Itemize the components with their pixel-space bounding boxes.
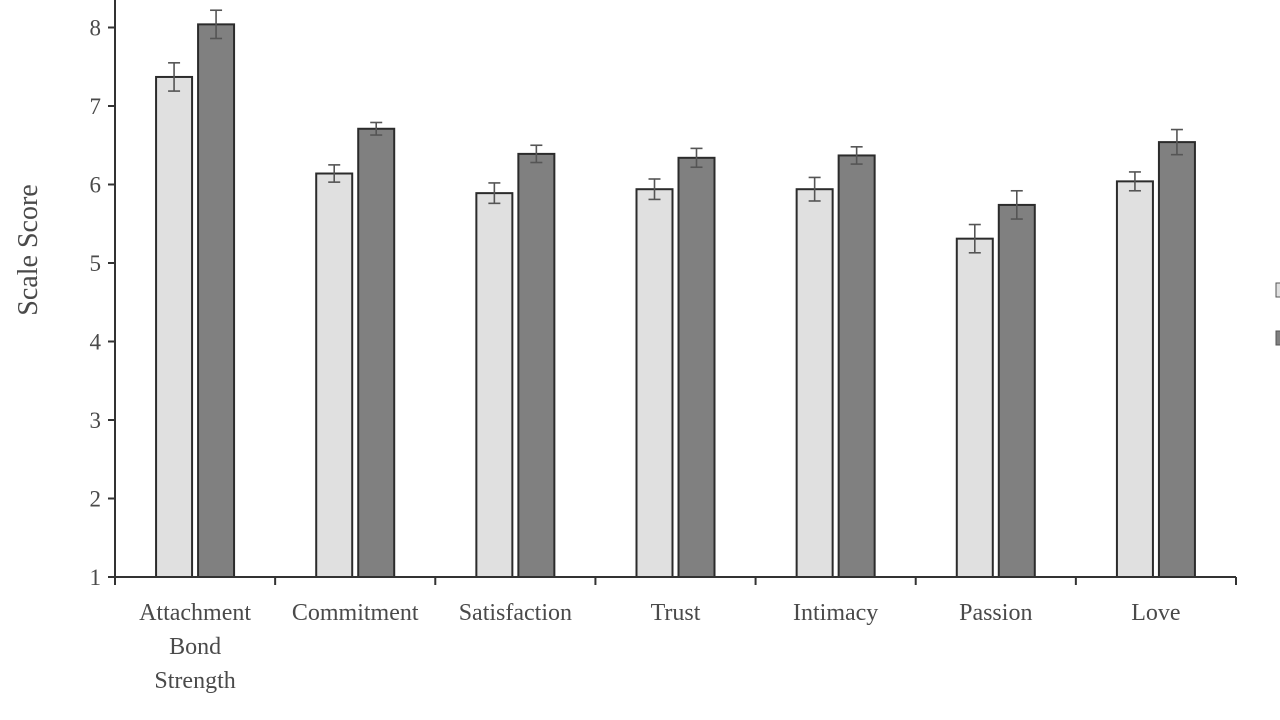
x-axis-labels: Attachment Bond Strength Commitment Satisfac… — [139, 600, 1180, 694]
error-bar-s2-c3 — [530, 144, 543, 164]
error-bar-s2-c2 — [370, 121, 383, 136]
bar-s2-c1 — [197, 23, 236, 579]
bar-s1-c6 — [955, 237, 994, 578]
bar-s1-c1 — [155, 75, 194, 579]
y-tick-label-5: 5 — [90, 251, 102, 276]
bar-s2-c3 — [517, 152, 556, 578]
x-category-label-3: Satisfaction — [459, 600, 572, 626]
y-tick-label-1: 1 — [90, 565, 102, 590]
legend-swatch-1 — [1275, 282, 1280, 298]
x-category-label-4: Trust — [651, 600, 701, 626]
x-category-label-2: Commitment — [292, 600, 419, 626]
error-bar-s1-c7 — [1128, 171, 1141, 192]
x-category-label-1: Attachment Bond Strength — [139, 600, 251, 694]
error-bar-s1-c5 — [808, 176, 821, 202]
error-bar-s2-c5 — [850, 146, 863, 165]
y-tick-label-7: 7 — [90, 94, 102, 119]
y-tick-label-2: 2 — [90, 487, 102, 512]
legend-partial — [1275, 282, 1280, 346]
error-bars — [168, 9, 1183, 254]
error-bar-s2-c6 — [1010, 189, 1023, 220]
y-tick-label-8: 8 — [90, 16, 102, 41]
y-tick-label-4: 4 — [90, 330, 102, 355]
error-bar-s1-c1 — [168, 62, 181, 92]
legend-swatch-2 — [1275, 330, 1280, 346]
x-category-label-6: Passion — [959, 600, 1032, 626]
error-bar-s2-c1 — [210, 9, 223, 40]
bars — [155, 23, 1196, 579]
bar-s1-c5 — [795, 188, 834, 579]
bar-s2-c6 — [997, 203, 1036, 578]
bar-s2-c2 — [357, 127, 396, 578]
y-axis-title: Scale Score — [13, 184, 44, 315]
bar-s1-c7 — [1115, 180, 1154, 579]
y-axis-ticks: 1 2 3 4 5 6 7 8 — [90, 16, 115, 590]
error-bar-s1-c6 — [968, 223, 981, 254]
error-bar-s2-c7 — [1170, 128, 1183, 156]
bar-s2-c5 — [837, 154, 876, 579]
bar-s2-c4 — [677, 156, 716, 578]
error-bar-s2-c4 — [690, 147, 703, 169]
y-tick-label-6: 6 — [90, 173, 102, 198]
bar-s1-c3 — [475, 192, 514, 578]
x-category-label-7: Love — [1131, 600, 1180, 626]
error-bar-s1-c2 — [328, 164, 341, 183]
y-tick-label-3: 3 — [90, 408, 102, 433]
bar-s2-c7 — [1157, 141, 1196, 579]
x-axis-ticks — [114, 577, 1237, 585]
x-category-label-5: Intimacy — [793, 600, 878, 626]
error-bar-s1-c3 — [488, 182, 501, 205]
error-bar-s1-c4 — [648, 178, 661, 201]
bar-s1-c2 — [315, 172, 354, 578]
bar-s1-c4 — [635, 188, 674, 579]
